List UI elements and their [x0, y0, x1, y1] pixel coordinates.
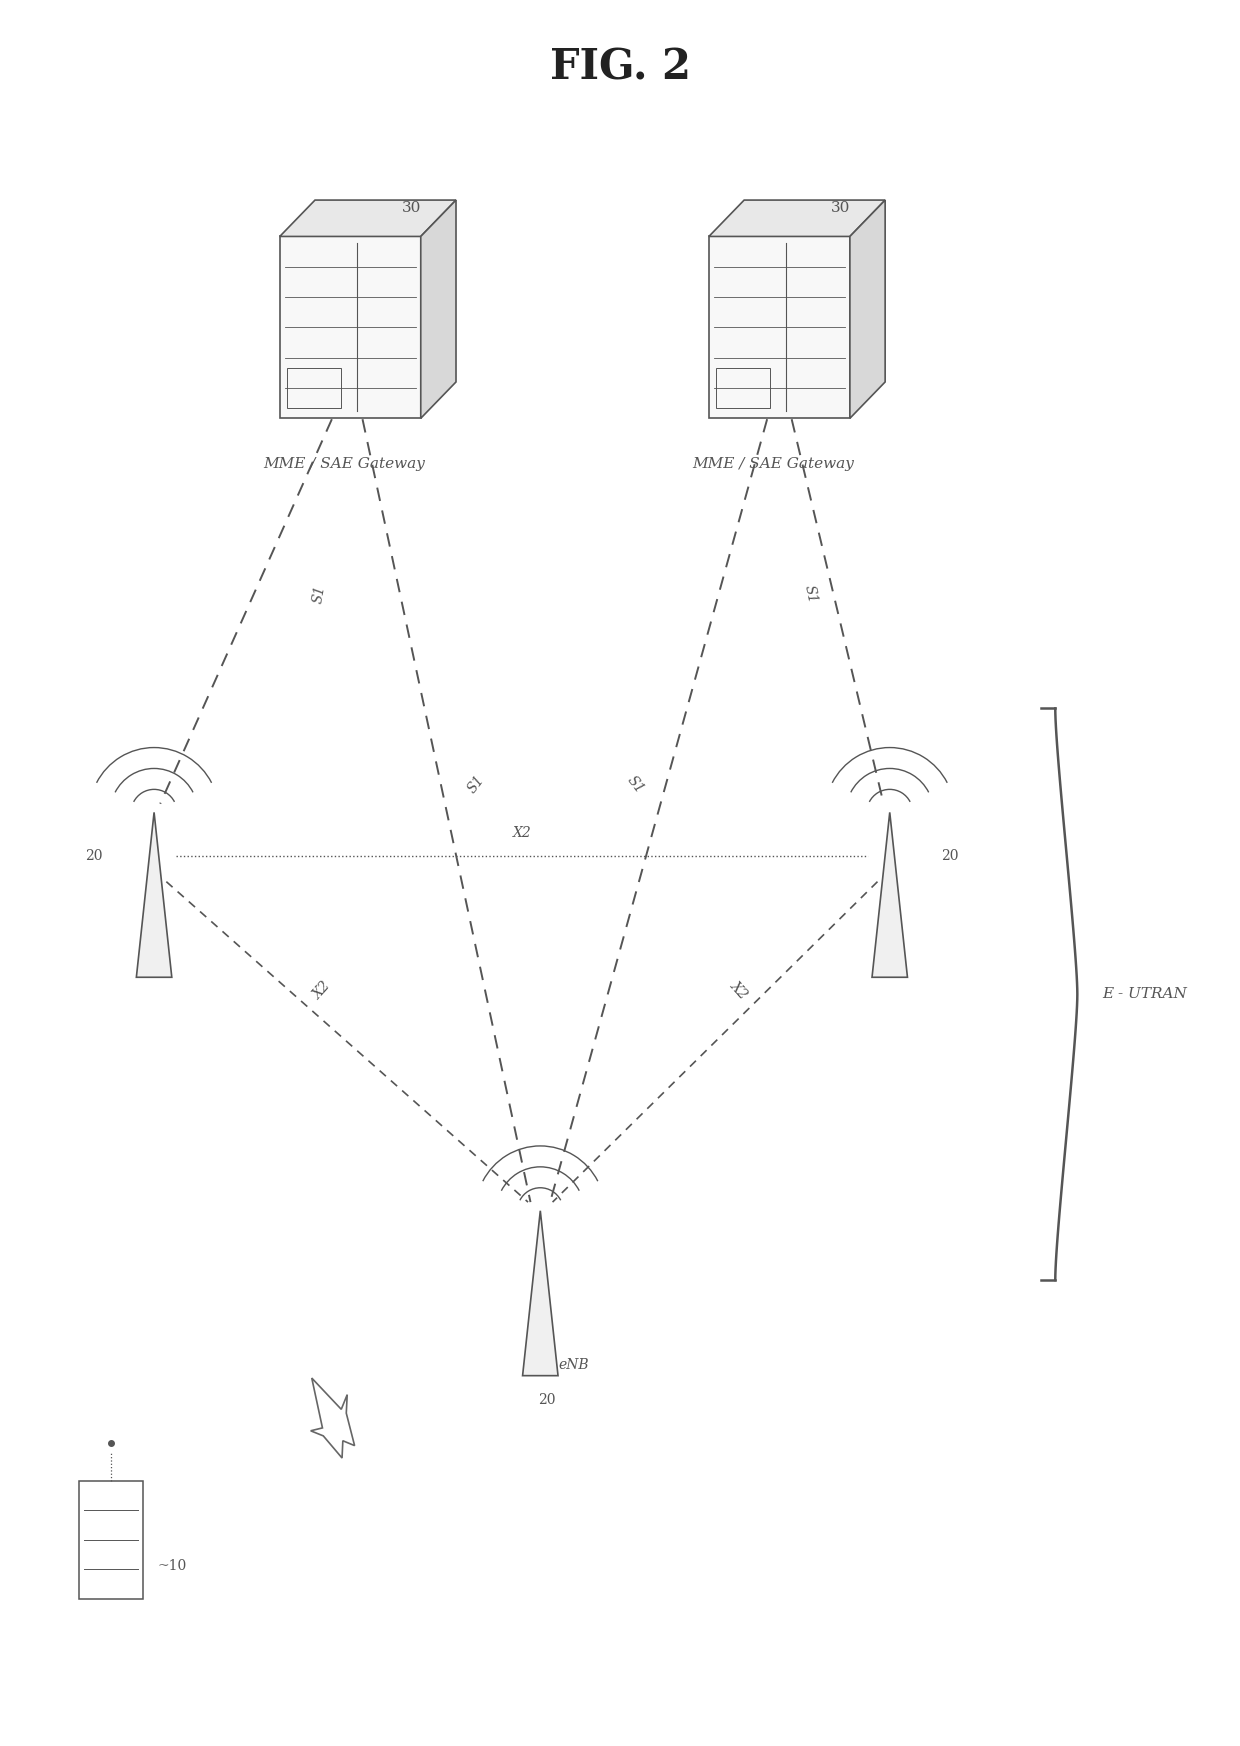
Text: S1: S1 — [801, 583, 818, 604]
Text: 30: 30 — [402, 201, 422, 215]
Text: X2: X2 — [512, 826, 531, 840]
Polygon shape — [136, 812, 172, 978]
Text: 20: 20 — [941, 849, 959, 863]
Text: X2: X2 — [728, 978, 751, 1002]
Text: X2: X2 — [311, 978, 334, 1002]
Polygon shape — [872, 812, 908, 978]
Polygon shape — [709, 201, 885, 236]
Text: S1: S1 — [465, 773, 487, 796]
Text: MME / SAE Gateway: MME / SAE Gateway — [692, 457, 854, 471]
Text: eNB: eNB — [559, 1358, 589, 1372]
Text: 20: 20 — [538, 1393, 556, 1407]
Polygon shape — [280, 201, 456, 236]
Text: S1: S1 — [311, 583, 329, 604]
Polygon shape — [849, 201, 885, 419]
Text: eNB: eNB — [139, 966, 170, 980]
Text: 30: 30 — [831, 201, 851, 215]
Polygon shape — [709, 236, 849, 419]
Text: MME / SAE Gateway: MME / SAE Gateway — [263, 457, 425, 471]
Text: S1: S1 — [624, 773, 646, 796]
Polygon shape — [522, 1210, 558, 1376]
Text: eNB: eNB — [874, 966, 905, 980]
Polygon shape — [280, 236, 420, 419]
Polygon shape — [420, 201, 456, 419]
Text: ~10: ~10 — [157, 1559, 187, 1573]
Text: FIG. 2: FIG. 2 — [549, 47, 691, 89]
Text: 20: 20 — [86, 849, 103, 863]
Text: E - UTRAN: E - UTRAN — [1102, 986, 1187, 1000]
